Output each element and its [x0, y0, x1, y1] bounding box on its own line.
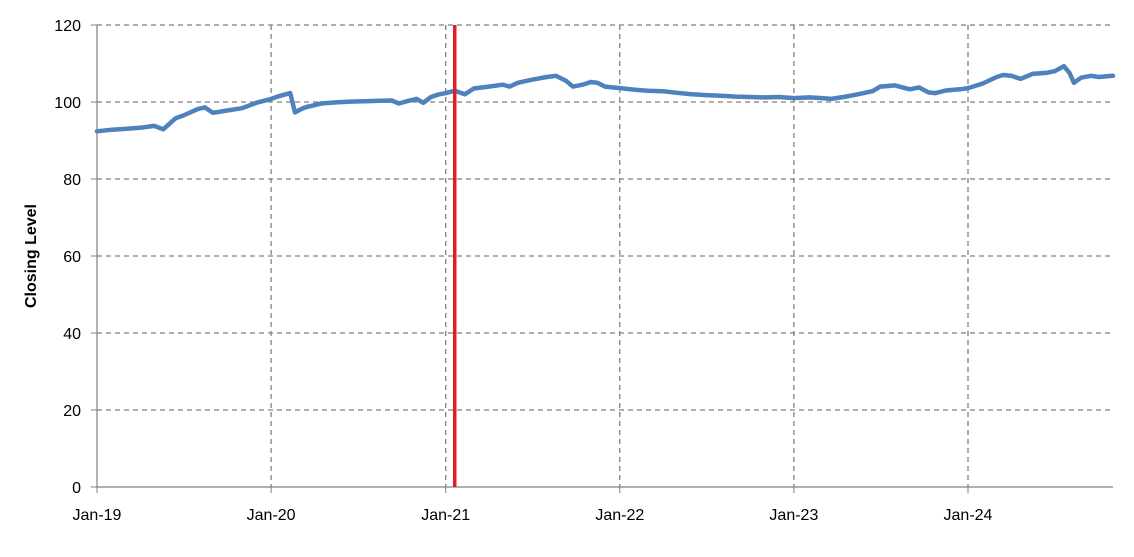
series-line-0: [94, 63, 1116, 134]
axes: [91, 24, 1113, 493]
tick-labels: 0 20 40 60 80 100 120 Jan-19 Jan-20 Jan-21 Jan-22 J…: [54, 18, 992, 524]
x-tick-label: Jan-24: [944, 507, 993, 524]
y-tick-label: 100: [54, 95, 81, 112]
y-tick-label: 0: [72, 480, 81, 497]
x-tick-label: Jan-20: [247, 507, 296, 524]
y-tick-label: 20: [63, 403, 81, 420]
gridlines: [97, 24, 1113, 487]
y-tick-label: 80: [63, 172, 81, 189]
x-tick-label: Jan-22: [595, 507, 644, 524]
y-tick-label: 120: [54, 18, 81, 35]
x-tick-label: Jan-23: [769, 507, 818, 524]
series-layer: [94, 63, 1116, 134]
x-tick-label: Jan-19: [73, 507, 122, 524]
y-axis-title: Closing Level: [23, 204, 40, 308]
y-tick-label: 40: [63, 326, 81, 343]
y-tick-label: 60: [63, 249, 81, 266]
x-tick-label: Jan-21: [421, 507, 470, 524]
